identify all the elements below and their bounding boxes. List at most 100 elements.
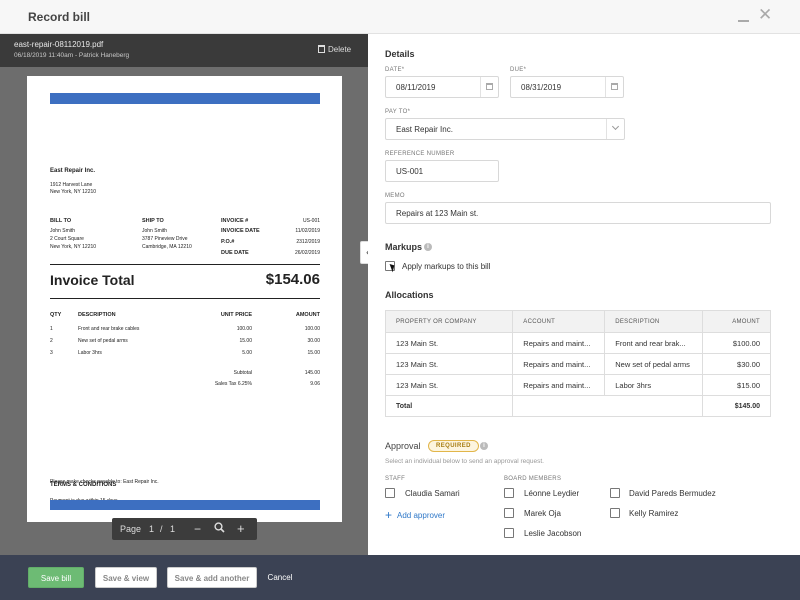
col-description: DESCRIPTION xyxy=(604,310,704,333)
col-desc: DESCRIPTION xyxy=(78,312,116,318)
cell-amount[interactable]: $100.00 xyxy=(702,332,771,354)
payto-value: East Repair Inc. xyxy=(396,125,453,134)
date-label: DATE* xyxy=(385,67,405,73)
markups-checkbox[interactable] xyxy=(385,261,395,271)
ref-value: US-001 xyxy=(396,167,424,176)
minimize-icon[interactable] xyxy=(738,8,750,24)
subtotal-label: Subtotal xyxy=(233,370,252,376)
cancel-button[interactable]: Cancel xyxy=(267,573,293,582)
page-current[interactable]: 1 xyxy=(149,524,155,534)
invoice-meta-value: US-001 xyxy=(303,218,320,224)
table-row[interactable]: 123 Main St. Repairs and maint... Front … xyxy=(384,332,771,354)
invoice-page: East Repair Inc. 1912 Harvest Lane New Y… xyxy=(27,76,342,522)
invoice-footer-bar xyxy=(50,500,320,510)
cell-property[interactable]: 123 Main St. xyxy=(384,353,514,375)
delete-label: Delete xyxy=(328,45,352,54)
approver-name: Kelly Ramirez xyxy=(629,509,679,518)
divider xyxy=(50,298,320,299)
approver-name: Marek Oja xyxy=(524,509,561,518)
line-qty: 2 xyxy=(50,338,53,344)
ship-to-line: John Smith xyxy=(142,228,168,234)
bill-form: Details DATE* 08/11/2019 DUE* 08/31/2019… xyxy=(368,34,800,555)
info-icon[interactable]: i xyxy=(424,243,432,251)
table-header-row: PROPERTY OR COMPANY ACCOUNT DESCRIPTION … xyxy=(384,310,771,333)
approver-checkbox[interactable] xyxy=(610,508,620,518)
invoice-meta-label: P.O.# xyxy=(221,239,235,245)
line-desc: Labor 3hrs xyxy=(78,350,102,356)
cell-description[interactable]: Front and rear brak... xyxy=(604,332,704,354)
cell-description[interactable]: Labor 3hrs xyxy=(604,374,704,396)
required-badge: REQUIRED xyxy=(428,440,479,452)
date-value: 08/11/2019 xyxy=(396,83,436,92)
allocations-table: PROPERTY OR COMPANY ACCOUNT DESCRIPTION … xyxy=(384,310,771,417)
payto-select[interactable]: East Repair Inc. xyxy=(385,118,625,140)
ref-label: REFERENCE NUMBER xyxy=(385,151,455,157)
close-icon[interactable]: ✕ xyxy=(758,5,773,24)
calendar-icon[interactable] xyxy=(611,83,618,90)
chevron-down-icon xyxy=(611,122,620,131)
line-amount: 100.00 xyxy=(304,326,320,332)
terms-line: Please make checks payable to: East Repa… xyxy=(50,479,159,485)
cell-property[interactable]: 123 Main St. xyxy=(384,374,514,396)
approver-checkbox[interactable] xyxy=(504,508,514,518)
zoom-in-icon[interactable]: + xyxy=(237,521,245,536)
date-field[interactable]: 08/11/2019 xyxy=(385,76,499,98)
table-row[interactable]: 123 Main St. Repairs and maint... Labor … xyxy=(384,374,771,396)
line-qty: 3 xyxy=(50,350,53,356)
table-row[interactable]: 123 Main St. Repairs and maint... New se… xyxy=(384,353,771,375)
due-value: 08/31/2019 xyxy=(521,83,562,92)
save-and-add-another-button[interactable]: Save & add another xyxy=(167,567,257,588)
invoice-meta-label: INVOICE DATE xyxy=(221,228,260,234)
approver-checkbox[interactable] xyxy=(385,488,395,498)
cell-amount[interactable]: $15.00 xyxy=(702,374,771,396)
line-amount: 30.00 xyxy=(307,338,320,344)
tax-label: Sales Tax 6.25% xyxy=(214,381,252,387)
ship-to-line: Cambridge, MA 12210 xyxy=(142,244,192,250)
line-amount: 15.00 xyxy=(307,350,320,356)
window-title-bar: Record bill ✕ xyxy=(0,0,800,34)
zoom-icon[interactable] xyxy=(214,522,225,535)
window-title: Record bill xyxy=(28,10,91,24)
markups-title: Markups xyxy=(385,242,423,252)
approver-checkbox[interactable] xyxy=(504,488,514,498)
cell-amount[interactable]: $30.00 xyxy=(702,353,771,375)
save-and-view-button[interactable]: Save & view xyxy=(95,567,157,588)
invoice-address-1: 1912 Harvest Lane xyxy=(50,182,93,188)
page-separator: / xyxy=(160,524,163,534)
zoom-out-icon[interactable]: − xyxy=(194,522,202,536)
cell-description[interactable]: New set of pedal arms xyxy=(604,353,704,375)
table-total-row: Total $145.00 xyxy=(384,395,771,417)
delete-button[interactable]: Delete xyxy=(318,45,351,54)
calendar-icon[interactable] xyxy=(486,83,493,90)
save-bill-button[interactable]: Save bill xyxy=(28,567,84,588)
approver-checkbox[interactable] xyxy=(610,488,620,498)
cell-account[interactable]: Repairs and maint... xyxy=(512,332,606,354)
cell-property[interactable]: 123 Main St. xyxy=(384,332,514,354)
markups-checkbox-label: Apply markups to this bill xyxy=(402,262,491,271)
col-account: ACCOUNT xyxy=(512,310,606,333)
cell-account[interactable]: Repairs and maint... xyxy=(512,353,606,375)
ship-to-line: 3787 Pineview Drive xyxy=(142,236,188,242)
col-unit: UNIT PRICE xyxy=(220,312,252,318)
approver-name: David Pareds Bermudez xyxy=(629,489,716,498)
memo-label: MEMO xyxy=(385,193,405,199)
viewer-header: east-repair-08112019.pdf 06/18/2019 11:4… xyxy=(0,34,368,67)
footer-action-bar: Save bill Save & view Save & add another… xyxy=(0,555,800,600)
line-unit: 100.00 xyxy=(236,326,252,332)
memo-field[interactable]: Repairs at 123 Main st. xyxy=(385,202,771,224)
approver-name: Claudia Samari xyxy=(405,489,460,498)
invoice-meta-label: DUE DATE xyxy=(221,250,249,256)
due-date-field[interactable]: 08/31/2019 xyxy=(510,76,624,98)
payto-label: PAY TO* xyxy=(385,109,411,115)
bill-to-line: New York, NY 12210 xyxy=(50,244,97,250)
trash-icon xyxy=(318,45,325,53)
line-unit: 5.00 xyxy=(242,350,252,356)
reference-number-field[interactable]: US-001 xyxy=(385,160,499,182)
approval-hint: Select an individual below to send an ap… xyxy=(385,458,544,465)
add-approver-button[interactable]: + Add approver xyxy=(385,508,445,522)
approver-name: Leslie Jacobson xyxy=(524,529,582,538)
cell-account[interactable]: Repairs and maint... xyxy=(512,374,606,396)
approver-checkbox[interactable] xyxy=(504,528,514,538)
info-icon[interactable]: i xyxy=(480,442,488,450)
line-qty: 1 xyxy=(50,326,53,332)
